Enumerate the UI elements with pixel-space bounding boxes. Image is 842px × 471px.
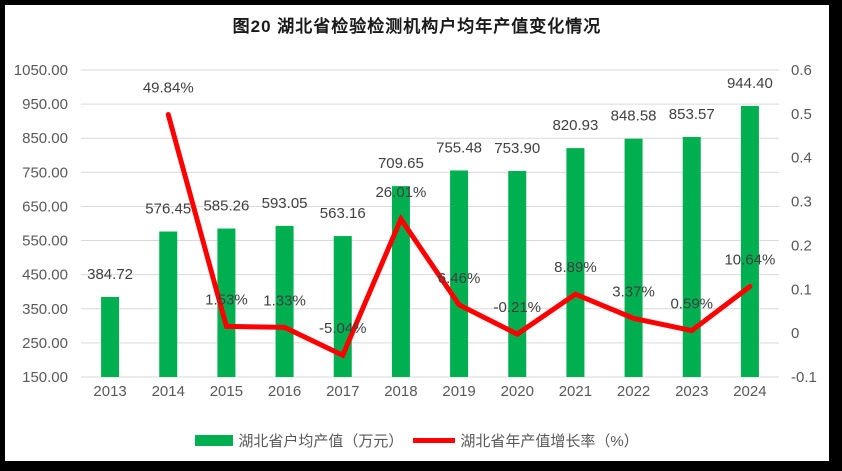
right-axis-tick-label: 0	[791, 325, 799, 342]
line-point-label: 26.01%	[375, 184, 426, 201]
right-axis-tick-label: 0.6	[791, 62, 812, 79]
line-point-label: 1.33%	[263, 292, 306, 309]
bar	[566, 148, 585, 377]
bar	[275, 225, 294, 377]
line-point-label: -5.04%	[319, 320, 367, 337]
line-series-label: 湖北省年产值增长率（%）	[460, 433, 639, 450]
bar-value-label: 944.40	[727, 75, 773, 92]
line-point-label: 10.64%	[724, 251, 775, 268]
left-axis-tick-label: 350.00	[22, 301, 68, 318]
x-axis-label: 2019	[442, 383, 475, 400]
bar-value-label: 593.05	[262, 195, 308, 212]
bar-value-label: 755.48	[436, 139, 482, 156]
bar-value-label: 853.57	[669, 106, 715, 123]
bar	[159, 231, 178, 377]
right-axis-tick-label: 0.1	[791, 281, 812, 298]
left-axis-tick-label: 650.00	[22, 198, 68, 215]
bar	[450, 170, 469, 377]
bar-value-label: 563.16	[320, 205, 366, 222]
line-point-label: 8.89%	[554, 259, 597, 276]
growth-rate-line	[165, 112, 753, 359]
x-axis-label: 2016	[268, 383, 301, 400]
chart-canvas: 1050.00 950.00 850.00 750.00 650.00 550.00 450…	[14, 62, 817, 400]
bar-value-label: 384.72	[87, 266, 133, 283]
line-point-label: -0.21%	[493, 299, 541, 316]
left-axis-tick-label: 850.00	[22, 130, 68, 147]
bar-series-label: 湖北省户均产值（万元）	[238, 433, 404, 450]
legend-item-bar-series: 湖北省户均产值（万元）	[195, 430, 403, 451]
right-axis-tick-label: 0.2	[791, 237, 812, 254]
line-series-swatch	[413, 438, 456, 443]
bar-value-label: 709.65	[378, 155, 424, 172]
x-axis-label: 2024	[733, 383, 766, 400]
bar	[682, 137, 701, 377]
x-axis-label: 2021	[559, 383, 592, 400]
bar	[740, 106, 759, 377]
right-axis-tick-label: 0.5	[791, 106, 812, 123]
bar-value-label: 585.26	[203, 198, 249, 215]
left-axis-tick-label: 1050.00	[14, 62, 68, 79]
x-axis-label: 2018	[384, 383, 417, 400]
x-axis-label: 2022	[617, 383, 650, 400]
chart-legend: 湖北省户均产值（万元） 湖北省年产值增长率（%）	[5, 430, 829, 451]
x-axis-label: 2017	[326, 383, 359, 400]
x-axis-label: 2023	[675, 383, 708, 400]
line-point-label: 1.53%	[205, 291, 248, 308]
x-axis-label: 2020	[501, 383, 534, 400]
left-axis-tick-label: 750.00	[22, 164, 68, 181]
bar	[217, 228, 236, 377]
left-axis-tick-label: 250.00	[22, 335, 68, 352]
bar	[101, 296, 120, 377]
bar-value-label: 576.45	[145, 201, 191, 218]
bar	[624, 138, 643, 377]
bar-value-label: 848.58	[611, 108, 657, 125]
line-point-label: 0.59%	[670, 296, 713, 313]
line-point-label: 49.84%	[143, 80, 194, 97]
right-axis-tick-label: 0.3	[791, 194, 812, 211]
bar-series-swatch	[195, 435, 234, 446]
line-point-label: 3.37%	[612, 283, 655, 300]
x-axis-label: 2013	[93, 383, 126, 400]
right-axis-tick-label: 0.4	[791, 150, 812, 167]
left-axis-tick-label: 450.00	[22, 267, 68, 284]
x-axis-label: 2015	[210, 383, 243, 400]
x-axis-label: 2014	[152, 383, 185, 400]
bar	[508, 171, 527, 377]
left-axis-tick-label: 550.00	[22, 233, 68, 250]
left-axis-tick-label: 150.00	[22, 369, 68, 386]
left-axis-tick-label: 950.00	[22, 96, 68, 113]
bar-value-label: 753.90	[494, 140, 540, 157]
legend-item-line-series: 湖北省年产值增长率（%）	[413, 430, 639, 451]
right-axis-tick-label: -0.1	[791, 369, 817, 386]
line-point-label: 6.46%	[438, 270, 481, 287]
chart-title: 图20 湖北省检验检测机构户均年产值变化情况	[232, 17, 602, 36]
bar-value-label: 820.93	[552, 117, 598, 134]
